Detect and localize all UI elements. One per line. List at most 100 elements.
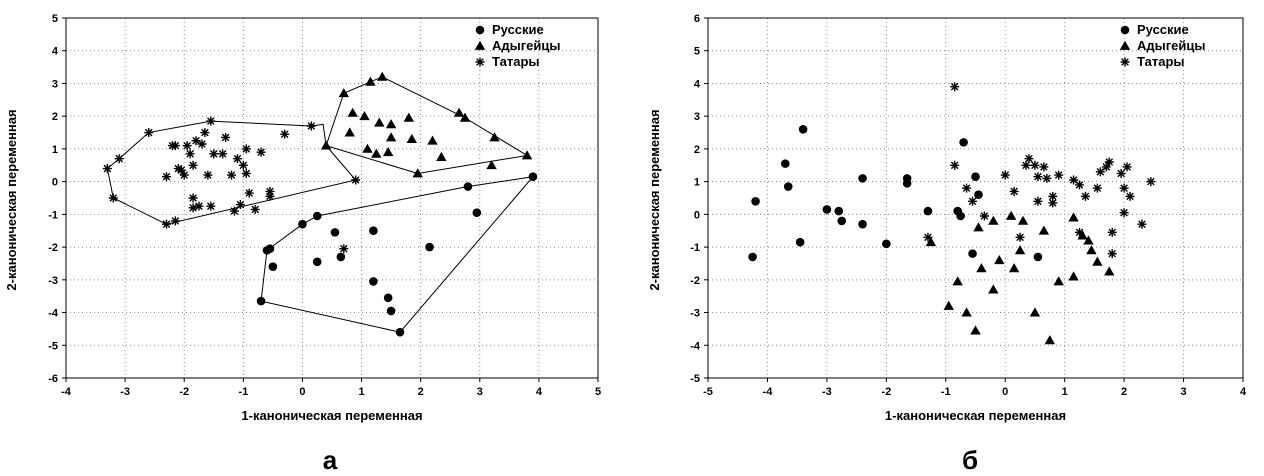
data-point: [188, 160, 198, 170]
data-point: [925, 236, 937, 247]
data-point: [206, 201, 216, 211]
data-point: [383, 293, 393, 303]
data-point: [235, 200, 245, 210]
data-point: [837, 216, 847, 226]
data-point: [1000, 170, 1010, 180]
x-tick-label: -1: [941, 386, 951, 398]
data-point: [968, 196, 978, 206]
data-point: [161, 172, 171, 182]
data-point: [1122, 162, 1132, 172]
data-point: [170, 216, 180, 226]
y-tick-label: 2: [694, 144, 700, 156]
data-point: [280, 129, 290, 139]
y-tick-label: -1: [48, 209, 58, 221]
data-point: [1083, 235, 1094, 245]
x-tick-label: -1: [238, 386, 248, 398]
data-point: [395, 327, 405, 337]
data-point: [256, 147, 266, 157]
data-point: [1053, 276, 1064, 286]
x-tick-label: 3: [477, 386, 483, 398]
hull-outline: [325, 76, 529, 174]
data-point: [795, 237, 805, 247]
data-point: [1086, 245, 1097, 255]
data-point: [1119, 208, 1129, 218]
data-point: [968, 249, 977, 258]
data-point: [858, 219, 867, 229]
data-point: [1042, 173, 1052, 183]
data-point: [250, 204, 260, 214]
data-point: [962, 183, 972, 193]
data-point: [176, 165, 186, 175]
data-point: [988, 215, 999, 225]
data-point: [312, 211, 322, 221]
legend-entry: Адыгейцы: [492, 38, 560, 53]
data-point: [268, 262, 278, 272]
legend-marker: [1120, 25, 1130, 35]
data-point: [959, 138, 968, 147]
data-point: [961, 307, 972, 317]
data-point: [114, 154, 124, 164]
data-point: [1021, 160, 1031, 170]
data-point: [339, 244, 349, 254]
data-point: [748, 252, 757, 262]
data-point: [822, 205, 832, 214]
y-tick-label: 5: [52, 13, 58, 25]
data-point: [1095, 167, 1105, 177]
data-point: [974, 190, 983, 200]
data-point: [218, 149, 228, 159]
data-point: [459, 112, 471, 122]
x-tick-label: 1: [1062, 386, 1068, 398]
y-tick-label: -3: [48, 275, 58, 287]
x-tick-label: 4: [536, 386, 543, 398]
data-point: [179, 170, 189, 180]
plot-frame: [65, 17, 599, 379]
y-tick-label: -5: [690, 373, 700, 385]
legend-entry: Адыгейцы: [1137, 38, 1205, 53]
data-point: [188, 193, 198, 203]
plot-frame: [707, 17, 1244, 379]
data-point: [882, 239, 891, 249]
data-point: [943, 300, 954, 310]
data-point: [1069, 175, 1079, 185]
data-point: [227, 170, 237, 180]
data-point: [1104, 266, 1115, 276]
legend-entry: Русские: [1137, 22, 1189, 37]
legend-entry: Татары: [1137, 54, 1185, 69]
data-point: [206, 116, 216, 126]
data-point: [200, 128, 210, 138]
data-point: [1092, 183, 1102, 193]
data-point: [453, 107, 465, 117]
x-tick-label: -3: [822, 386, 832, 398]
y-tick-label: -5: [48, 340, 58, 352]
y-tick-label: -2: [48, 242, 58, 254]
data-point: [436, 151, 447, 161]
data-point: [1075, 227, 1085, 237]
y-tick-label: -6: [48, 373, 58, 385]
data-point: [427, 135, 438, 145]
data-point: [403, 112, 415, 122]
y-tick-label: -4: [690, 340, 701, 352]
data-point: [1104, 157, 1114, 167]
x-tick-label: 1: [358, 386, 364, 398]
chart-panel-b: -5 -4 -3 -2 -1 0 1 2 3 4 -5 -4 -3 -2 -1 0 1 2 3 4 5 6 1-канони…: [647, 13, 1247, 475]
hull-outline: [106, 120, 357, 225]
data-point: [1015, 232, 1025, 242]
y-tick-label: 3: [694, 111, 700, 123]
panel-label: б: [962, 445, 978, 475]
data-point: [1017, 215, 1029, 225]
data-point: [194, 201, 204, 211]
data-point: [347, 107, 358, 117]
data-point: [191, 136, 201, 146]
y-tick-label: 6: [694, 13, 700, 25]
data-point: [1024, 154, 1034, 164]
data-point: [385, 132, 397, 142]
data-point: [371, 148, 382, 158]
data-point: [902, 174, 912, 183]
data-point: [188, 203, 198, 213]
data-point: [344, 127, 355, 137]
data-point: [971, 172, 980, 182]
x-tick-label: 4: [1240, 386, 1247, 398]
data-point: [1033, 252, 1043, 262]
data-point: [386, 306, 396, 316]
data-point: [1125, 191, 1135, 201]
